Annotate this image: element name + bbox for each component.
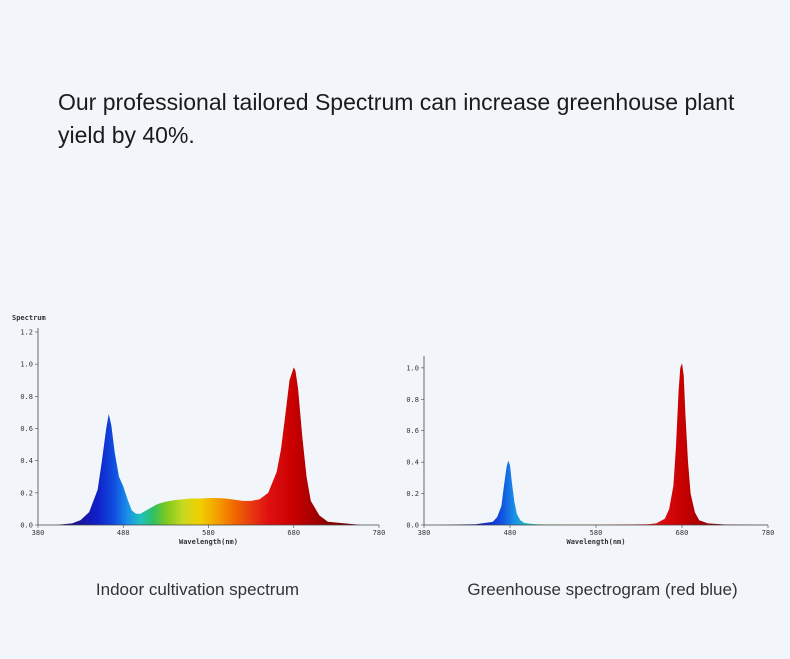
x-tick-label: 480 (117, 529, 130, 537)
y-tick-label: 0.8 (406, 396, 419, 404)
x-tick-label: 780 (373, 529, 386, 537)
x-tick-label: 580 (202, 529, 215, 537)
y-tick-label: 0.4 (406, 459, 419, 467)
y-tick-label: 0.8 (20, 393, 33, 401)
x-tick-label: 680 (676, 529, 689, 537)
x-axis-title: Wavelength(nm) (566, 538, 625, 546)
y-tick-label: 0.4 (20, 457, 33, 465)
y-tick-label: 0.2 (20, 489, 33, 497)
x-tick-label: 580 (590, 529, 603, 537)
x-tick-label: 380 (32, 529, 45, 537)
indoor-spectrum-chart: 0.0 0.2 0.4 0.6 0.8 1.0 1.2 380 480 580 680 780 Wave… (12, 314, 386, 546)
y-tick-label: 1.0 (406, 364, 419, 372)
y-tick-label: 0.0 (406, 522, 419, 530)
headline: Our professional tailored Spectrum can i… (58, 89, 735, 148)
y-tick-label: 0.6 (20, 425, 33, 433)
spectrum-area (38, 367, 379, 525)
y-tick-label: 0.6 (406, 427, 419, 435)
x-tick-label: 480 (504, 529, 517, 537)
y-tick-label: 0.0 (20, 522, 33, 530)
x-tick-label: 780 (762, 529, 775, 537)
y-tick-label: 1.2 (20, 329, 33, 337)
x-axis-title: Wavelength(nm) (179, 538, 238, 546)
spectrum-area (424, 363, 768, 525)
y-tick-label: 0.2 (406, 490, 419, 498)
greenhouse-spectrum-caption: Greenhouse spectrogram (red blue) (467, 580, 738, 599)
y-tick-label: 1.0 (20, 361, 33, 369)
greenhouse-spectrum-chart: 0.0 0.2 0.4 0.6 0.8 1.0 380 480 580 680 780 Wavelen… (406, 356, 775, 546)
x-tick-label: 380 (418, 529, 431, 537)
indoor-spectrum-caption: Indoor cultivation spectrum (95, 580, 300, 599)
y-axis-title: Spectrum (12, 314, 46, 322)
x-tick-label: 680 (287, 529, 300, 537)
